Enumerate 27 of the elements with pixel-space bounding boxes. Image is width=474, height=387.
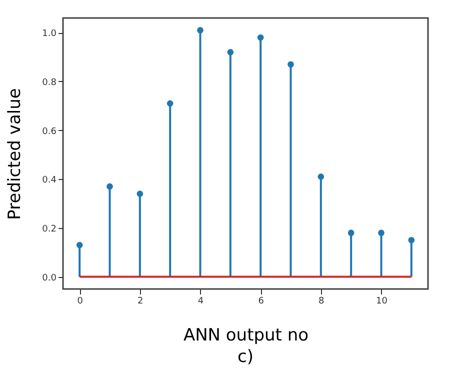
point [408,237,415,244]
y-tick-label: 0.0 [42,273,57,284]
x-tick-label: 10 [376,296,388,306]
y-tick-label: 0.8 [42,78,57,88]
x-tick-label: 8 [318,296,325,306]
y-tick-label: 1.0 [42,29,57,40]
point [106,183,113,190]
y-tick-label: 0.2 [42,224,56,234]
point [136,190,144,197]
x-tick-label: 0 [77,296,84,306]
point [318,174,324,180]
point [197,27,204,34]
y-tick-label: 0.4 [42,176,57,186]
point [257,34,264,41]
x-tick-label: 4 [198,296,204,306]
x-axis-title: ANN output no [183,326,309,346]
point [288,61,294,68]
y-axis-title: Predicted value [5,88,26,220]
y-tick-label: 0.6 [42,126,57,137]
x-tick-label: 6 [258,296,264,306]
point [378,230,384,236]
point [227,49,234,56]
text: c) [238,347,254,367]
point [348,230,354,236]
x-tick-label: 2 [138,296,144,306]
point [166,100,174,107]
point [76,242,83,248]
